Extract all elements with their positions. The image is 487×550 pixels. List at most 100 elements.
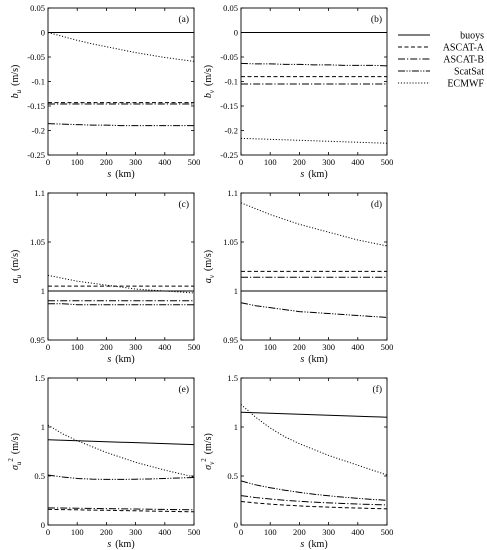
plot-frame [47,192,195,341]
x-tick-label: 100 [71,527,84,537]
x-axis-unit: (km) [115,354,134,365]
y-axis-label: au (m/s) [10,250,23,284]
legend-label: ASCAT-B [443,55,484,66]
y-axis-unit: (m/s) [203,65,214,86]
x-axis-unit: (km) [115,169,134,180]
y-axis-unit: (m/s) [203,433,214,454]
y-tick-label: -0.15 [27,101,45,111]
series-line-ascat-b [240,495,388,506]
x-tick-label: 200 [100,342,113,352]
plot-frame [240,192,388,341]
x-tick-label: 100 [264,527,277,537]
x-tick-label: 100 [71,157,84,167]
panel-tag: (b) [371,14,382,25]
legend-box [396,23,484,91]
y-tick-label: 1.1 [227,188,238,198]
x-tick-label: 400 [351,527,364,537]
x-tick-label: 500 [381,342,394,352]
x-tick-label: 0 [46,342,50,352]
series-line-scatsat [47,474,195,480]
series-line-ecmwf [47,274,195,294]
y-tick-label: 0.5 [34,471,45,481]
x-axis-symbol: s [107,354,111,365]
x-tick-label: 300 [129,342,142,352]
x-axis-unit: (km) [308,539,327,550]
y-tick-label: -0.1 [32,77,45,87]
y-tick-label: 1 [234,286,238,296]
y-tick-label: 1 [41,286,45,296]
y-axis-unit: (m/s) [10,250,21,271]
x-tick-label: 100 [71,342,84,352]
y-axis-label: av (m/s) [203,250,216,283]
legend-label: buoys [460,31,484,42]
x-tick-label: 200 [100,527,113,537]
x-tick-label: 300 [129,527,142,537]
y-tick-label: -0.05 [27,52,45,62]
y-tick-label: -0.15 [220,101,238,111]
plot-frame [47,7,195,156]
series-line-scatsat [240,480,388,501]
x-axis-label: s (km) [107,169,134,180]
panel-e: 0 100 200 300 400 500 0 0.5 1 1.5 (e) s (km) σu2 (m/s) [7,373,200,550]
y-tick-label: 0 [234,520,238,530]
y-axis-subscript: u [15,461,23,465]
x-tick-label: 200 [100,157,113,167]
x-axis-symbol: s [107,169,111,180]
plot-frame [240,7,388,156]
y-axis-subscript: u [15,274,23,278]
x-axis-label: s (km) [107,354,134,365]
y-tick-label: 1 [41,422,45,432]
y-tick-label: 0 [234,28,238,38]
y-tick-label: -0.1 [225,77,238,87]
y-tick-label: -0.2 [32,126,45,136]
y-axis-symbol: σ [10,464,21,470]
series-line-scatsat [240,62,388,67]
panel-tag: (f) [373,384,383,395]
x-tick-label: 0 [239,527,243,537]
x-tick-label: 500 [188,527,201,537]
x-axis-unit: (km) [308,354,327,365]
x-tick-label: 300 [322,527,335,537]
x-tick-label: 0 [239,157,243,167]
x-tick-label: 200 [293,157,306,167]
y-tick-label: 0.95 [30,335,45,345]
y-axis-subscript: u [15,89,23,93]
series-line-buoys [240,411,388,418]
x-tick-label: 0 [239,342,243,352]
x-tick-label: 400 [158,342,171,352]
series-line-ecmwf [240,202,388,247]
legend-item-buoys: buoys [398,31,484,42]
y-axis-label: σu2 (m/s) [7,433,23,470]
y-tick-label: -0.25 [220,150,238,160]
panel-f: 0 100 200 300 400 500 0 0.5 1 1.5 (f) s (km) σv2 (m/s) [200,373,393,550]
panel-tag: (a) [178,14,189,25]
x-tick-label: 0 [46,157,50,167]
series-line-scatsat [47,123,194,127]
x-tick-label: 300 [129,157,142,167]
x-tick-label: 100 [264,157,277,167]
y-axis-symbol: b [203,93,214,98]
x-axis-label: s (km) [300,169,327,180]
legend-item-ecmwf: ECMWF [398,79,484,90]
y-axis-symbol: b [10,93,21,98]
y-tick-label: 1.05 [223,237,238,247]
series-line-scatsat [48,303,194,306]
x-tick-label: 400 [351,342,364,352]
x-axis-label: s (km) [300,354,327,365]
y-tick-label: 0.95 [223,335,238,345]
x-tick-label: 100 [264,342,277,352]
y-tick-label: 1.05 [30,237,45,247]
y-axis-unit: (m/s) [10,65,21,86]
y-axis-superscript: 2 [7,458,15,462]
y-tick-label: 1.5 [34,373,45,383]
y-tick-label: -0.05 [220,52,238,62]
y-tick-label: 1.5 [227,373,238,383]
panel-c: 0 100 200 300 400 500 0.95 1 1.05 1.1 (c) s (km) au (m… [10,188,200,365]
y-tick-label: 0.5 [227,471,238,481]
y-axis-label: bv (m/s) [203,65,216,98]
series-line-scatsat [240,302,388,318]
y-axis-symbol: σ [203,464,214,470]
plot-frame [47,377,195,526]
x-tick-label: 400 [351,157,364,167]
x-tick-label: 500 [188,342,201,352]
